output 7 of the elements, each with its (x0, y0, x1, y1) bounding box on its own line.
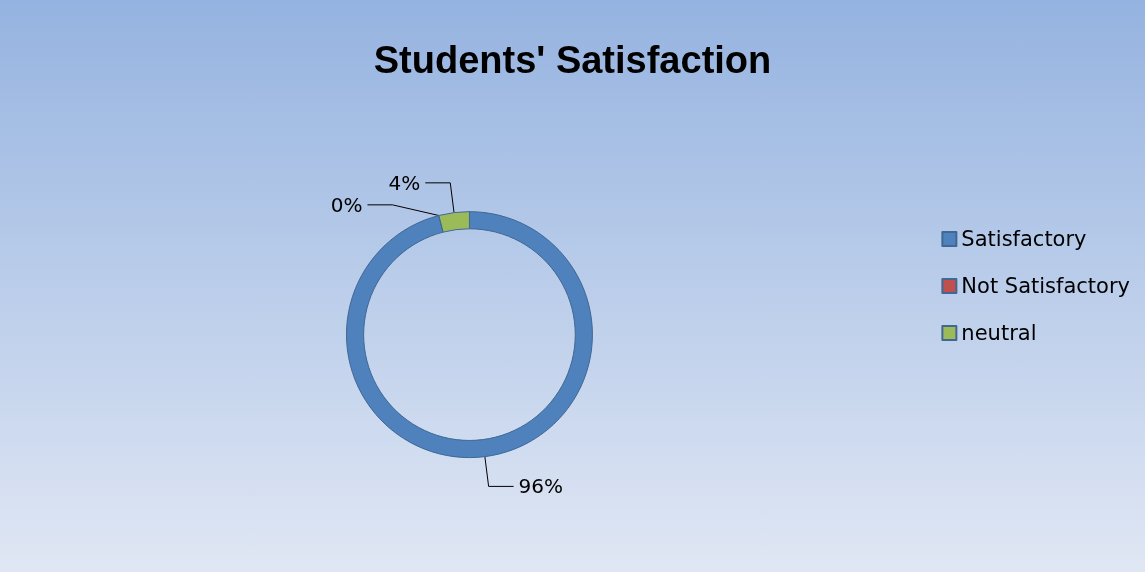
legend-label: neutral (961, 321, 1037, 345)
legend-label: Satisfactory (961, 227, 1087, 251)
chart-title: Students' Satisfaction (373, 39, 772, 81)
text: 0% (330, 192, 363, 217)
data-label: 96% (518, 474, 564, 499)
legend-label: Not Satisfactory (961, 274, 1131, 298)
data-label: 4% (388, 170, 421, 195)
